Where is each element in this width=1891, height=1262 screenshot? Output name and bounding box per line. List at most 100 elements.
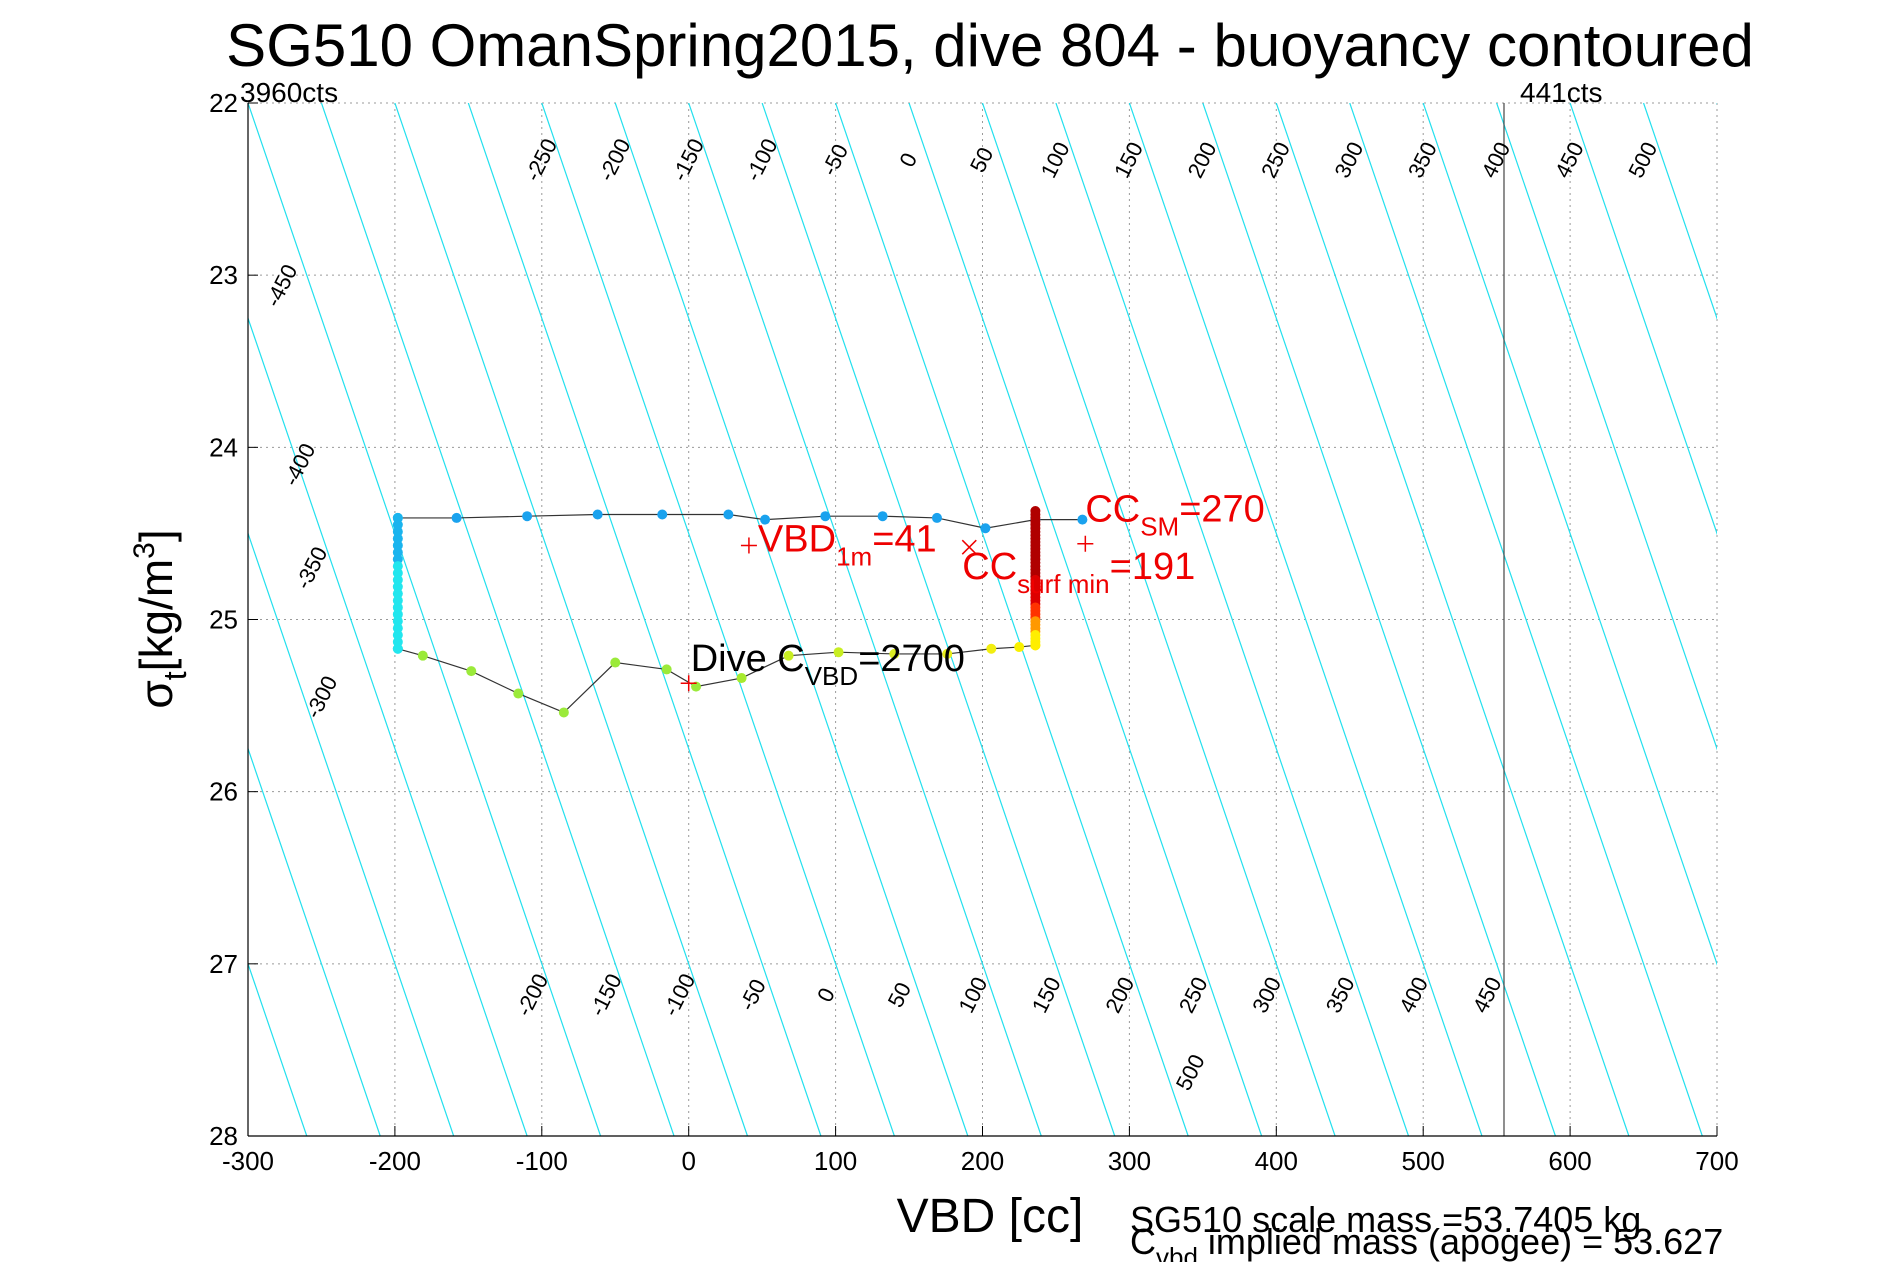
trace-point — [392, 512, 403, 523]
trace-point — [931, 512, 942, 523]
buoyancy-contour-line — [1349, 103, 1703, 1136]
cc-surf-min-label-sub: surf min — [1017, 569, 1109, 599]
y-label-close: ] — [130, 529, 182, 542]
trace-point — [558, 707, 569, 718]
buoyancy-contour-line — [761, 103, 1116, 1136]
y-tick-label: 24 — [209, 432, 238, 462]
trace-point — [783, 650, 794, 661]
dive-trace — [392, 506, 1088, 718]
footer-implied-mass: Cvbd implied mass (apogee) = 53.627 — [1130, 1221, 1723, 1262]
footer-scale-mass: SG510 scale mass =53.7405 kg — [1130, 1199, 1641, 1240]
buoyancy-contours — [248, 103, 1717, 1136]
trace-point — [392, 643, 403, 654]
buoyancy-contour-line — [248, 746, 381, 1136]
trace-point — [1030, 640, 1041, 651]
trace-point — [592, 509, 603, 520]
buoyancy-contour-line — [908, 103, 1263, 1136]
trace-point — [736, 673, 747, 684]
trace-point — [392, 581, 403, 592]
x-tick-label: -200 — [369, 1146, 421, 1176]
buoyancy-contour-line — [320, 103, 675, 1136]
trace-point — [513, 688, 524, 699]
trace-point — [522, 511, 533, 522]
trace-point — [986, 643, 997, 654]
footer-c-sub: vbd — [1156, 1242, 1198, 1262]
trace-point — [723, 509, 734, 520]
trace-point — [392, 540, 403, 551]
y-tick-label: 23 — [209, 260, 238, 290]
svg-text:σt[kg/m3]: σt[kg/m3] — [128, 529, 193, 708]
buoyancy-contour-line — [248, 103, 602, 1136]
buoyancy-contour-line — [1128, 103, 1483, 1136]
y-tick-label: 25 — [209, 605, 238, 635]
trace-point — [661, 664, 672, 675]
dive-c-vbd-label-main: Dive C — [691, 638, 805, 680]
trace-point — [392, 623, 403, 634]
y-label-sup: 3 — [128, 542, 161, 559]
vbd-1m-label-sub: 1m — [836, 541, 872, 571]
buoyancy-contour-line — [467, 103, 822, 1136]
buoyancy-contour-line — [1055, 103, 1410, 1136]
y-tick-label: 27 — [209, 949, 238, 979]
chart-title: SG510 OmanSpring2015, dive 804 - buoyanc… — [226, 12, 1754, 79]
x-tick-label: 400 — [1255, 1146, 1298, 1176]
trace-point — [942, 648, 953, 659]
trace-point — [392, 547, 403, 558]
x-tick-label: 700 — [1695, 1146, 1738, 1176]
trace-point — [392, 636, 403, 647]
x-tick-label: 200 — [961, 1146, 1004, 1176]
y-tick-label: 22 — [209, 88, 238, 118]
buoyancy-contour-line — [1642, 103, 1717, 321]
trace-point — [657, 509, 668, 520]
x-tick-label: 0 — [681, 1146, 695, 1176]
y-tick-label: 28 — [209, 1121, 238, 1151]
x-tick-label: -100 — [516, 1146, 568, 1176]
trace-point — [392, 609, 403, 620]
buoyancy-contour-line — [981, 103, 1336, 1136]
dive-c-vbd-label-sub: VBD — [805, 661, 858, 691]
trace-point — [392, 554, 403, 565]
x-tick-label: 100 — [814, 1146, 857, 1176]
trace-point — [833, 647, 844, 658]
buoyancy-contour-line — [248, 531, 455, 1136]
x-tick-label: 300 — [1108, 1146, 1151, 1176]
y-label-units: [kg/m — [130, 559, 182, 671]
vbd-1m-label-main: VBD — [758, 518, 836, 560]
trace-point — [889, 648, 900, 659]
trace-point — [980, 523, 991, 534]
buoyancy-contour-line — [394, 103, 749, 1136]
trace-point — [392, 602, 403, 613]
trace-point — [691, 681, 702, 692]
right-limit-label: 441cts — [1520, 77, 1603, 108]
x-tick-label: -300 — [222, 1146, 274, 1176]
trace-lower-line — [397, 644, 1036, 714]
left-limit-label: 3960cts — [240, 77, 338, 108]
trace-point — [392, 561, 403, 572]
cc-surf-min-label-main: CC — [962, 546, 1017, 588]
x-tick-label: 600 — [1548, 1146, 1591, 1176]
y-axis-label: σt[kg/m3] — [128, 529, 193, 708]
buoyancy-contour-line — [248, 316, 528, 1136]
trace-point — [392, 595, 403, 606]
trace-point — [466, 666, 477, 677]
buoyancy-contour-line — [614, 103, 969, 1136]
x-tick-label: 500 — [1402, 1146, 1445, 1176]
y-label-sub: t — [157, 671, 193, 680]
trace-point — [760, 514, 771, 525]
trace-point — [1014, 642, 1025, 653]
trace-point — [392, 519, 403, 530]
axis-ticks: -300 -200 -100 0 100 200 300 400 500 600 700 22 23 24… — [209, 88, 1739, 1176]
cc-sm-label-sub: SM — [1140, 512, 1179, 542]
buoyancy-contour-line — [1422, 103, 1717, 966]
cc-surf-min-marker — [961, 539, 977, 555]
trace-point — [610, 657, 621, 668]
y-tick-label: 26 — [209, 777, 238, 807]
buoyancy-contour-line — [541, 103, 895, 1136]
trace-point — [392, 616, 403, 627]
trace-point — [392, 629, 403, 640]
y-label-sigma: σ — [130, 680, 182, 708]
vbd-1m-label: VBD1m=41 — [758, 518, 937, 571]
cc-surf-min-label: CCsurf min=191 — [962, 546, 1195, 599]
